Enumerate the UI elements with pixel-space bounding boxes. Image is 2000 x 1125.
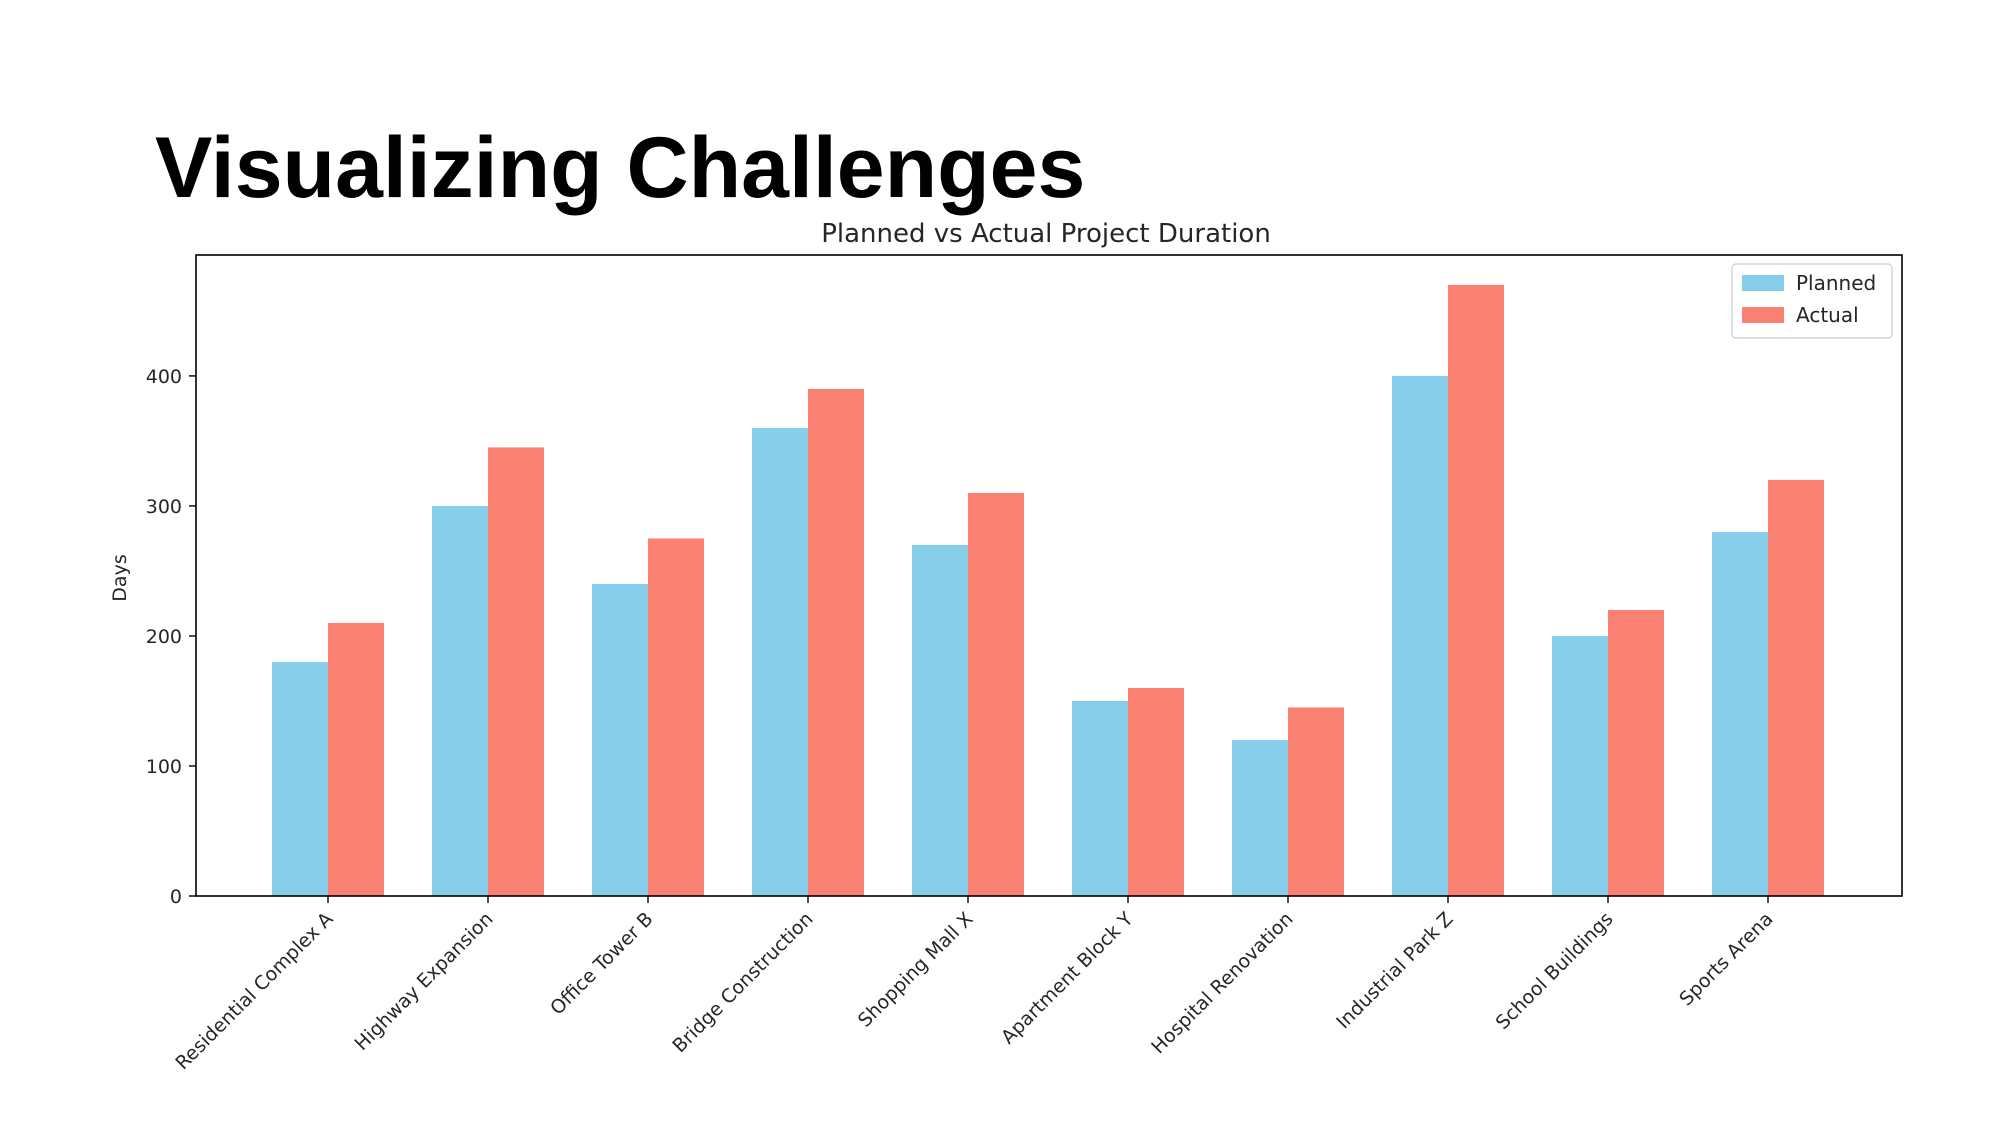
bar-planned-1 xyxy=(272,661,328,896)
legend-swatch-actual xyxy=(1742,307,1784,323)
bar-planned-8 xyxy=(1392,375,1448,897)
bar-planned-5 xyxy=(912,544,968,896)
bar-actual-7 xyxy=(1288,707,1344,896)
y-axis-label: Days xyxy=(109,554,131,601)
bar-actual-2 xyxy=(488,447,544,896)
x-tick-label: School Buildings xyxy=(1492,908,1618,1034)
bar-planned-4 xyxy=(752,427,808,896)
bar-planned-7 xyxy=(1232,739,1288,896)
bar-actual-4 xyxy=(808,388,864,896)
bar-planned-6 xyxy=(1072,700,1128,896)
x-tick-label: Shopping Mall X xyxy=(854,908,978,1032)
bar-planned-10 xyxy=(1712,531,1768,896)
x-tick-label: Residential Complex A xyxy=(171,908,337,1074)
bar-actual-5 xyxy=(968,492,1024,896)
x-tick-label: Hospital Renovation xyxy=(1147,908,1297,1058)
x-tick-label: Bridge Construction xyxy=(668,908,817,1057)
y-tick-label: 200 xyxy=(146,626,182,648)
slide-title: Visualizing Challenges xyxy=(155,120,1086,216)
bar-actual-9 xyxy=(1608,609,1664,896)
x-tick-label: Apartment Block Y xyxy=(997,908,1138,1049)
bar-actual-6 xyxy=(1128,687,1184,896)
y-tick-label: 300 xyxy=(146,496,182,518)
legend-label-actual: Actual xyxy=(1796,303,1859,327)
bar-planned-9 xyxy=(1552,635,1608,896)
y-tick-label: 0 xyxy=(170,886,182,908)
plot-frame xyxy=(195,254,1903,897)
y-tick-label: 100 xyxy=(146,756,182,778)
y-tick-label: 400 xyxy=(146,366,182,388)
chart-title: Planned vs Actual Project Duration xyxy=(821,219,1271,249)
bar-actual-3 xyxy=(648,538,704,896)
bar-actual-8 xyxy=(1448,284,1504,896)
bar-planned-3 xyxy=(592,583,648,896)
x-axis: Residential Complex A Highway Expansion Of… xyxy=(171,896,1778,1074)
legend-label-planned: Planned xyxy=(1796,271,1876,295)
x-tick-label: Highway Expansion xyxy=(350,908,497,1055)
x-tick-label: Sports Arena xyxy=(1675,908,1777,1010)
x-tick-label: Industrial Park Z xyxy=(1332,908,1457,1033)
legend: Planned Actual xyxy=(1731,263,1893,339)
legend-swatch-planned xyxy=(1742,275,1784,291)
bar-actual-1 xyxy=(328,622,384,896)
bar-actual-10 xyxy=(1768,479,1824,896)
x-tick-label: Office Tower B xyxy=(546,908,657,1019)
bar-planned-2 xyxy=(432,505,488,896)
y-axis: 0 100 200 300 400 xyxy=(146,366,196,908)
bars-group xyxy=(272,284,1824,897)
